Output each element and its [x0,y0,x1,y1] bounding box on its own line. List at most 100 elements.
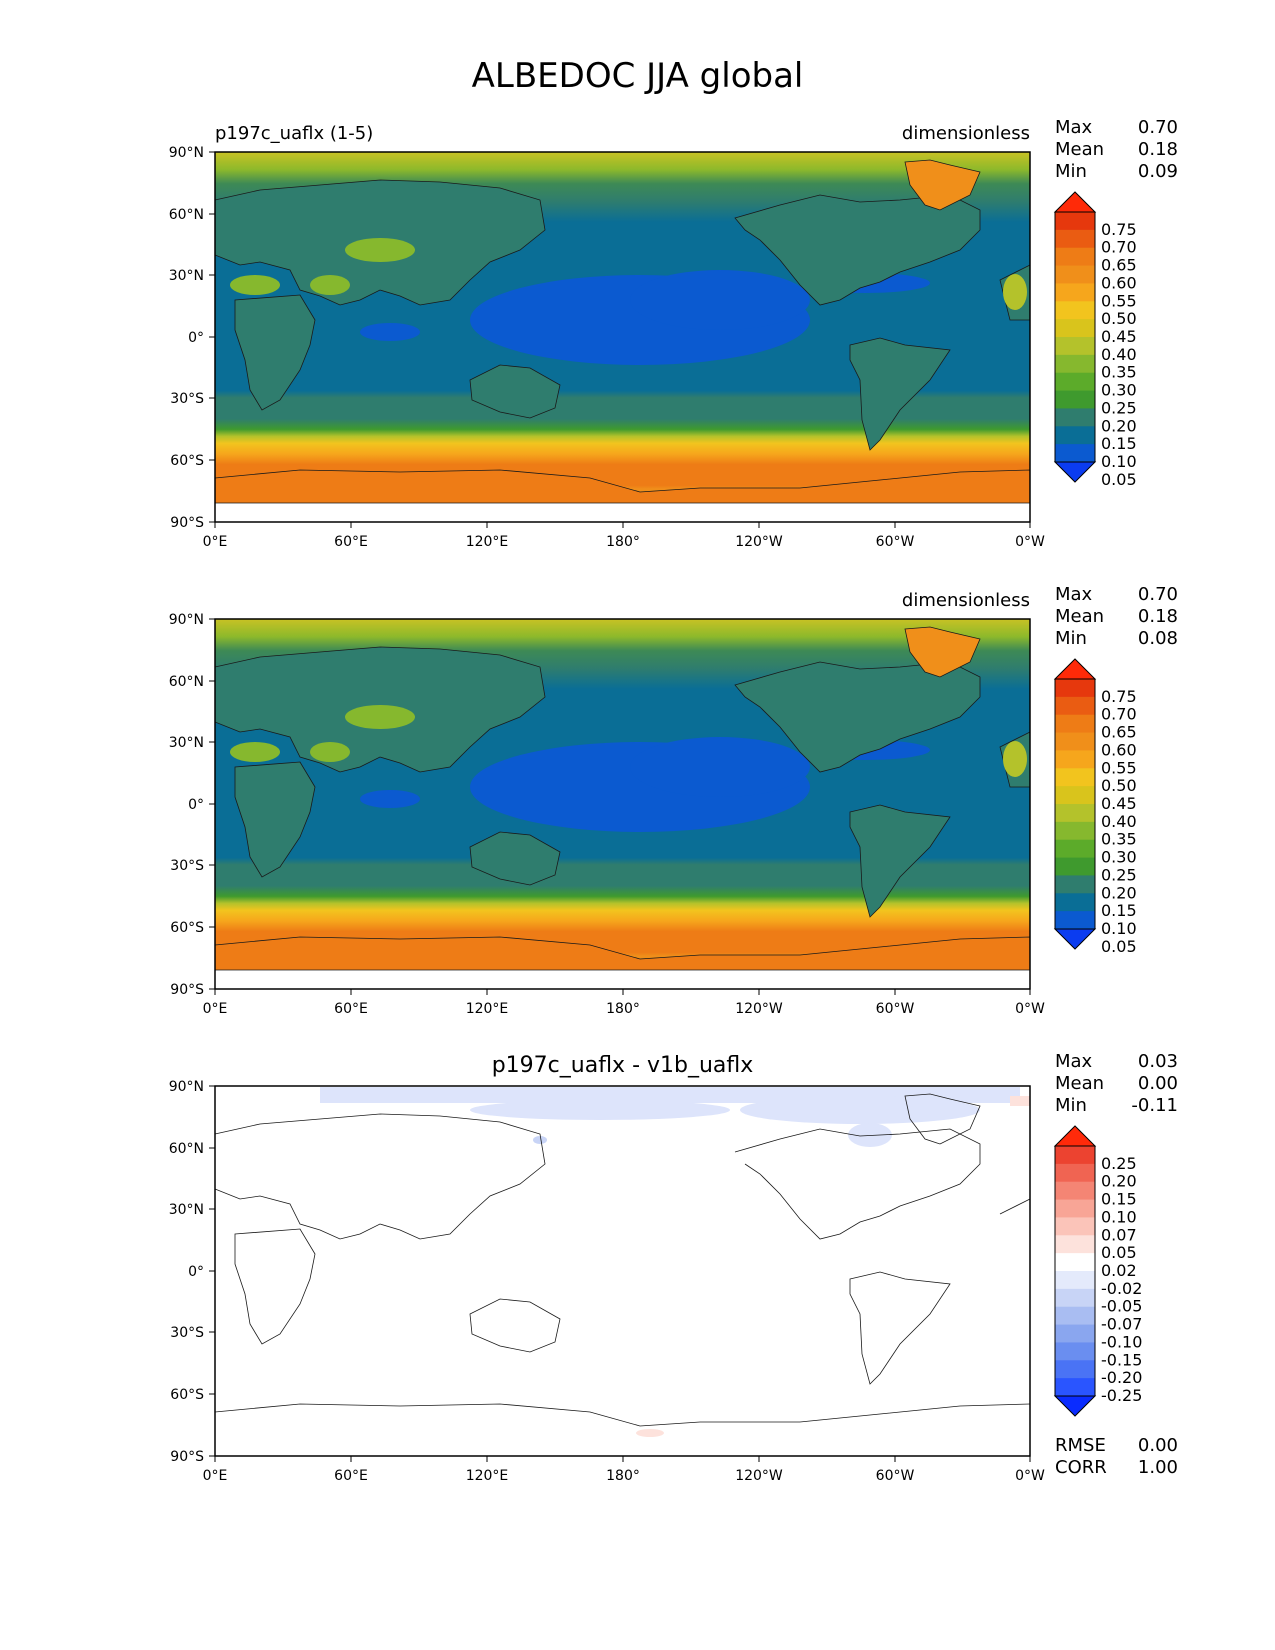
panel-3-stat-max-value: 0.03 [1137,1051,1178,1072]
panel-2-lat-label: 60°N [169,674,204,690]
panel-2-map: 90°N 60°N 30°N 0° 30°S 60°S 90°S 0°E 60°… [169,612,1045,1017]
colorbar-segment [1055,283,1095,302]
colorbar-segment [1055,1163,1095,1183]
colorbar-tick-label: 0.35 [1101,830,1137,849]
colorbar-tick-label: 0.10 [1101,1207,1137,1226]
colorbar-segment [1055,839,1095,859]
colorbar-segment [1055,821,1095,841]
colorbar-segment [1055,786,1095,805]
colorbar-segment [1055,408,1095,427]
panel-2-lat-label: 0° [188,797,204,813]
panel-2-lon-label: 60°W [876,1001,915,1017]
colorbar-segment [1055,247,1095,267]
panel-3-lat-label: 60°S [170,1387,204,1403]
panel-2-lat-label: 90°S [170,982,204,998]
panel-1-lat-label: 0° [188,330,204,346]
colorbar-segment [1055,750,1095,769]
panel-1-lat-label: 60°N [169,207,204,223]
panel-1-lat-label: 30°S [170,391,204,407]
panel-3-lon-label: 0°W [1015,1468,1045,1484]
panel-1-lat-axis: 90°N 60°N 30°N 0° 30°S 60°S 90°S [169,145,215,531]
panel-3-lon-axis: 0°E 60°E 120°E 180° 120°W 60°W 0°W [203,1456,1045,1484]
colorbar-segment [1055,875,1095,894]
colorbar-max-extend [1053,191,1097,213]
colorbar-tick-label: -0.02 [1101,1279,1142,1298]
colorbar-segment [1055,265,1095,284]
panel-2-land-highlights [230,705,1027,777]
colorbar-tick-label: -0.20 [1101,1368,1142,1387]
colorbar-segment [1055,857,1095,876]
panel-2-units: dimensionless [901,590,1030,611]
colorbar-tick-label: 0.65 [1101,723,1137,742]
panel-2-lon-axis: 0°E 60°E 120°E 180° 120°W 60°W 0°W [203,989,1045,1017]
panel-2-lat-label: 90°N [169,612,204,628]
colorbar-segment [1055,1199,1095,1218]
panel-3-lon-label: 60°W [876,1468,915,1484]
panel-3-stat-max-label: Max [1055,1051,1093,1072]
panel-2-lon-label: 180° [606,1001,640,1017]
colorbar-segment [1055,319,1095,338]
colorbar-tick-label: 0.05 [1101,1243,1137,1262]
panel-3-lat-label: 90°S [170,1449,204,1465]
panel-3-lon-label: 0°E [203,1468,228,1484]
panel-3-corr-label: CORR [1055,1457,1107,1478]
colorbar-segment [1055,1360,1095,1379]
colorbar-tick-label: 0.10 [1101,452,1137,471]
panel-1-lon-label: 120°W [735,534,783,550]
panel-1-lon-label: 120°E [466,534,509,550]
colorbar-segment [1055,1253,1095,1272]
panel-1-stat-max-label: Max [1055,117,1093,138]
panel-1-stat-min-value: 0.09 [1137,161,1178,182]
panel-2-lat-axis: 90°N 60°N 30°N 0° 30°S 60°S 90°S [169,612,215,998]
colorbar-tick-label: 0.35 [1101,363,1137,382]
colorbar-tick-label: 0.20 [1101,1172,1137,1191]
panel-2-ocean-low-region [360,737,930,832]
colorbar-segment [1055,390,1095,409]
colorbar-segment [1055,1378,1095,1397]
colorbar-tick-label: -0.10 [1101,1332,1142,1351]
colorbar-tick-label: 0.70 [1101,705,1137,724]
panel-3-rmse-label: RMSE [1055,1435,1106,1456]
panel-1-colorbar: 0.750.700.650.600.550.500.450.400.350.30… [1053,191,1137,489]
colorbar-segment [1055,679,1095,698]
panel-2-stat-max-label: Max [1055,584,1093,605]
panel-1-lon-label: 0°W [1015,534,1045,550]
panel-1-units: dimensionless [901,123,1030,144]
colorbar-segment [1055,1271,1095,1290]
colorbar-segment [1055,714,1095,734]
colorbar-segment [1055,696,1095,716]
panel-1-lon-label: 60°E [334,534,368,550]
panel-2-stat-min-label: Min [1055,628,1087,649]
panel-3-lon-label: 120°W [735,1468,783,1484]
colorbar-tick-label: 0.65 [1101,256,1137,275]
colorbar-tick-label: 0.07 [1101,1225,1137,1244]
colorbar-tick-label: 0.05 [1101,470,1137,489]
colorbar-segment [1055,229,1095,249]
colorbar-tick-label: 0.05 [1101,937,1137,956]
colorbar-tick-label: 0.30 [1101,848,1137,867]
colorbar-segment [1055,1306,1095,1326]
colorbar-segment [1055,911,1095,930]
panel-2-stat-min-value: 0.08 [1137,628,1178,649]
colorbar-tick-label: 0.30 [1101,381,1137,400]
panel-2-lon-label: 60°E [334,1001,368,1017]
panel-3-lon-label: 180° [606,1468,640,1484]
panel-1-stat-mean-value: 0.18 [1137,139,1178,160]
panel-1-lat-label: 60°S [170,453,204,469]
colorbar-segment [1055,1146,1095,1165]
panel-3-coastlines [214,1093,1031,1427]
panel-3-lat-label: 30°S [170,1325,204,1341]
colorbar-segment [1055,301,1095,320]
colorbar-tick-label: 0.02 [1101,1261,1137,1280]
colorbar-min-extend [1053,461,1097,483]
panel-3-stat-min-label: Min [1055,1095,1087,1116]
panel-3-lat-axis: 90°N 60°N 30°N 0° 30°S 60°S 90°S [169,1079,215,1465]
colorbar-segment [1055,768,1095,787]
colorbar-min-extend [1053,1395,1097,1417]
colorbar-tick-label: 0.70 [1101,238,1137,257]
colorbar-tick-label: 0.45 [1101,327,1137,346]
panel-3-lat-label: 60°N [169,1141,204,1157]
panel-1-lon-axis: 0°E 60°E 120°E 180° 120°W 60°W 0°W [203,522,1045,550]
colorbar-max-extend [1053,1125,1097,1147]
panel-2-lat-label: 30°S [170,858,204,874]
